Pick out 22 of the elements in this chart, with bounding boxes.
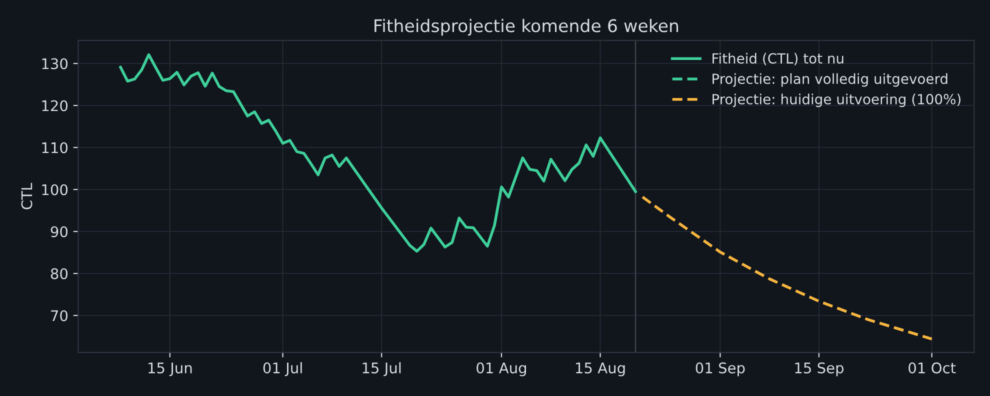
x-tick-label: 15 Sep [795,362,844,376]
legend-label: Fitheid (CTL) tot nu [712,52,844,66]
line-series [641,196,934,340]
y-tick-label: 70 [51,310,68,322]
x-tick-label: 15 Jun [148,362,192,376]
y-tick-label: 90 [50,226,68,238]
y-tick-label: 80 [50,268,68,280]
legend-label: Projectie: plan volledig uitgevoerd [712,73,948,87]
line-series [119,53,637,253]
y-axis-title: CTL [21,182,32,210]
x-tick-label: 01 Jul [263,362,302,376]
legend-label: Projectie: huidige uitvoering (100%) [712,94,960,108]
chart-title: Fitheidsprojectie komende 6 weken [374,18,678,36]
x-tick-label: 01 Aug [476,362,526,376]
y-tick-label: 110 [42,142,68,154]
y-tick-label: 100 [42,184,68,196]
y-tick-label: 130 [42,58,68,70]
x-tick-label: 15 Aug [576,362,625,376]
y-tick-label: 120 [42,100,68,112]
x-tick-label: 01 Sep [696,362,745,376]
x-tick-label: 01 Oct [908,362,956,374]
x-tick-label: 15 Jul [362,362,401,376]
